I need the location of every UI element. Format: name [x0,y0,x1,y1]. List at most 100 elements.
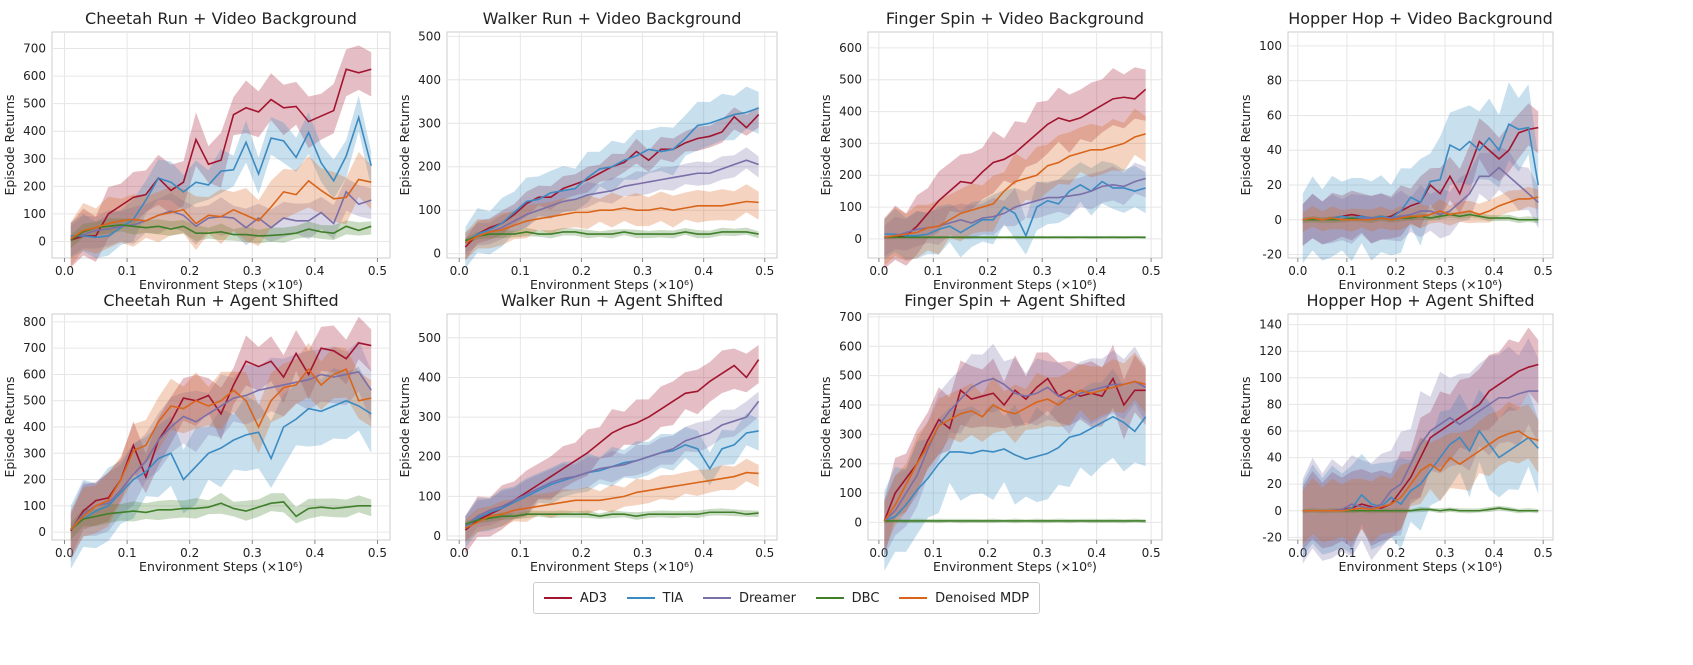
x-axis-label: Environment Steps (×10⁶) [530,559,694,574]
y-tick-label: 600 [23,367,46,381]
band-tia [465,86,759,269]
subplot-title: Hopper Hop + Agent Shifted [1306,291,1534,310]
y-tick-label: 80 [1267,397,1282,411]
y-tick-label: 200 [839,168,862,182]
y-tick-label: 200 [23,179,46,193]
line-dbc [465,231,759,242]
subplot-title: Finger Spin + Video Background [886,9,1144,28]
y-tick-label: 0 [854,232,862,246]
line-dreamer [883,377,1147,522]
y-axis-label: Episode Returns [397,94,412,195]
legend-swatch [815,597,844,599]
y-tick-label: 0 [854,515,862,529]
line-denoised-mdp [70,178,372,240]
x-tick-label: 0.0 [55,264,74,278]
band-denoised-mdp [884,352,1146,551]
legend-label: Dreamer [738,590,796,606]
line-tia [1302,123,1540,221]
x-tick-label: 0.0 [1288,546,1307,560]
legend: AD3 TIA Dreamer DBC Denoised MDP [533,582,1040,614]
x-axis-label: Environment Steps (×10⁶) [933,277,1097,292]
line-ad3 [884,88,1147,239]
line-dreamer [464,400,760,527]
x-tick-label: 0.0 [450,264,469,278]
y-tick-label: 500 [418,29,441,43]
y-tick-label: 200 [418,160,441,174]
band-ad3 [70,316,372,558]
x-axis-label: Environment Steps (×10⁶) [530,277,694,292]
subplot-title: Walker Run + Video Background [483,9,742,28]
x-tick-label: 0.2 [180,546,199,560]
band-tia [465,413,759,548]
x-axis-label: Environment Steps (×10⁶) [139,277,303,292]
x-tick-label: 0.1 [1337,264,1356,278]
band-ad3 [1302,103,1539,246]
y-tick-label: 400 [839,398,862,412]
legend-item-ad3: AD3 [543,591,607,606]
legend-swatch [543,597,572,599]
band-denoised-mdp [1302,186,1539,232]
subplot-title: Hopper Hop + Video Background [1288,9,1553,28]
plot-area [446,313,778,541]
line-dreamer [70,370,372,530]
subplot-title: Cheetah Run + Video Background [85,9,357,28]
x-tick-label: 0.3 [1435,264,1454,278]
y-axis-label: Episode Returns [818,376,833,477]
y-tick-label: 500 [23,97,46,111]
x-axis-label: Environment Steps (×10⁶) [1339,559,1503,574]
legend-label: Denoised MDP [935,590,1030,606]
line-tia [884,180,1146,238]
y-axis-label: Episode Returns [818,94,833,195]
line-dbc [70,224,372,241]
x-tick-label: 0.4 [694,546,713,560]
x-axis-label: Environment Steps (×10⁶) [139,559,303,574]
y-tick-label: 600 [839,339,862,353]
y-tick-label: 0 [38,525,46,539]
band-ad3 [465,344,759,554]
line-tia [70,114,372,239]
subplot-title: Finger Spin + Agent Shifted [904,291,1126,310]
x-tick-label: 0.5 [1142,546,1161,560]
legend-swatch [626,597,655,599]
y-tick-label: 100 [839,200,862,214]
x-tick-label: 0.0 [869,264,888,278]
y-tick-label: 40 [1267,451,1282,465]
x-tick-label: 0.3 [1033,264,1052,278]
x-tick-label: 0.2 [1386,264,1405,278]
y-tick-label: 200 [23,473,46,487]
y-tick-label: 100 [23,207,46,221]
y-tick-label: 20 [1267,477,1282,491]
x-tick-label: 0.3 [633,264,652,278]
y-axis-label: Episode Returns [1238,376,1253,477]
x-tick-label: 0.4 [1087,546,1106,560]
subplot-title: Walker Run + Agent Shifted [501,291,723,310]
band-ad3 [884,344,1146,557]
subplot-5: 0.0 0.1 0.2 0.3 0.4 0.5 0 100 200 300 400 500 600 700… [2,291,391,574]
subplot-6: 0.0 0.1 0.2 0.3 0.4 0.5 0 100 200 300 400 500 Walker… [397,291,778,574]
band-dreamer [884,162,1146,257]
plot-area [867,313,1163,541]
band-dbc [70,218,372,249]
line-denoised-mdp [464,471,759,529]
x-tick-label: 0.5 [755,264,774,278]
y-tick-label: 300 [839,136,862,150]
y-tick-label: 200 [418,450,441,464]
band-denoised-mdp [465,184,759,261]
line-denoised-mdp [884,133,1146,239]
subplot-3: 0.0 0.1 0.2 0.3 0.4 0.5 0 100 200 300 400 500 600 Fin… [818,9,1163,292]
x-tick-label: 0.4 [694,264,713,278]
y-tick-label: 500 [839,73,862,87]
x-tick-label: 0.4 [1485,546,1504,560]
y-tick-label: 400 [23,420,46,434]
subplot-1: 0.0 0.1 0.2 0.3 0.4 0.5 0 100 200 300 400 500 600 700… [2,9,391,292]
x-tick-label: 0.3 [633,546,652,560]
x-tick-label: 0.3 [1435,546,1454,560]
figure: 0.0 0.1 0.2 0.3 0.4 0.50100200300400500600700… [2,9,1554,574]
x-tick-label: 0.1 [511,546,530,560]
x-tick-label: 0.4 [305,264,324,278]
band-dbc [70,492,372,540]
x-tick-label: 0.0 [450,546,469,560]
x-tick-label: 0.1 [1337,546,1356,560]
plot-area [51,31,391,259]
line-denoised-mdp [70,367,372,531]
